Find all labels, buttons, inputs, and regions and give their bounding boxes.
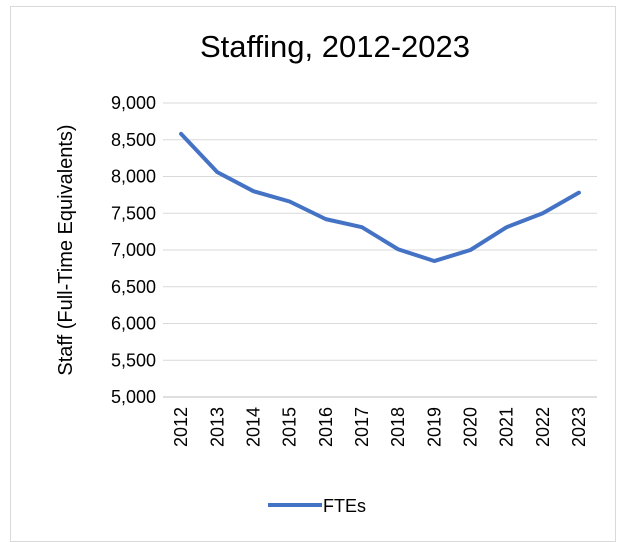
y-tick-label: 7,500	[111, 203, 156, 223]
y-tick-label: 6,500	[111, 277, 156, 297]
legend: FTEs	[268, 496, 366, 516]
x-tick-label: 2013	[207, 407, 227, 447]
y-axis-label: Staff (Full-Time Equivalents)	[55, 124, 77, 375]
y-tick-label: 9,000	[111, 93, 156, 113]
x-axis-ticks: 2012 2013 2014 2015 2016 2017 2018 2019 2020 2021…	[171, 407, 589, 447]
y-axis-ticks: 5,000 5,500 6,000 6,500 7,000 7,500 8,000 8,500…	[111, 93, 156, 407]
x-tick-label: 2012	[171, 407, 191, 447]
y-tick-label: 8,000	[111, 167, 156, 187]
x-tick-label: 2019	[424, 407, 444, 447]
gridlines	[163, 102, 597, 398]
y-tick-label: 5,500	[111, 350, 156, 370]
legend-label: FTEs	[323, 496, 366, 516]
x-tick-label: 2020	[460, 407, 480, 447]
y-tick-label: 7,000	[111, 240, 156, 260]
x-tick-label: 2015	[280, 407, 300, 447]
x-tick-label: 2017	[352, 407, 372, 447]
x-tick-label: 2021	[497, 407, 517, 447]
x-tick-label: 2018	[388, 407, 408, 447]
chart-area	[10, 6, 616, 542]
x-tick-label: 2016	[316, 407, 336, 447]
y-tick-label: 8,500	[111, 130, 156, 150]
series-lines	[179, 131, 581, 264]
chart-title: Staffing, 2012-2023	[200, 29, 470, 64]
x-tick-label: 2022	[533, 407, 553, 447]
y-tick-label: 6,000	[111, 314, 156, 334]
series-line-ftes	[179, 131, 581, 264]
x-tick-label: 2014	[243, 407, 263, 447]
y-tick-label: 5,000	[111, 387, 156, 407]
x-tick-label: 2023	[569, 407, 589, 447]
